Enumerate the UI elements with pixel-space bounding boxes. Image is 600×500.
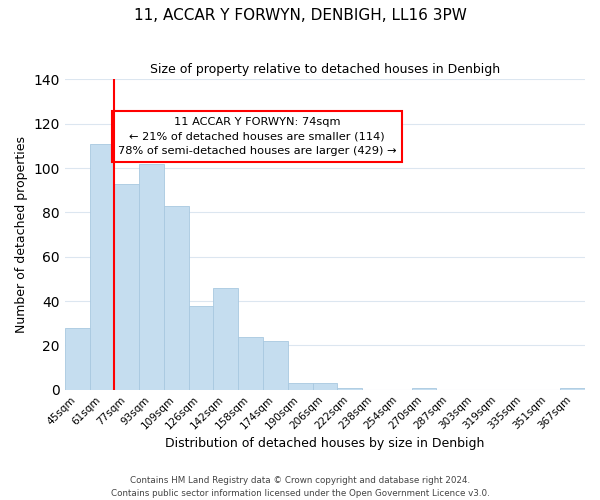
X-axis label: Distribution of detached houses by size in Denbigh: Distribution of detached houses by size …	[165, 437, 485, 450]
Bar	[412, 388, 436, 390]
Bar	[560, 388, 585, 390]
Text: 11 ACCAR Y FORWYN: 74sqm
← 21% of detached houses are smaller (114)
78% of semi-: 11 ACCAR Y FORWYN: 74sqm ← 21% of detach…	[118, 116, 397, 156]
Bar	[288, 383, 313, 390]
Bar	[164, 206, 188, 390]
Bar	[65, 328, 89, 390]
Bar	[188, 306, 214, 390]
Text: 11, ACCAR Y FORWYN, DENBIGH, LL16 3PW: 11, ACCAR Y FORWYN, DENBIGH, LL16 3PW	[134, 8, 466, 22]
Text: Contains HM Land Registry data © Crown copyright and database right 2024.
Contai: Contains HM Land Registry data © Crown c…	[110, 476, 490, 498]
Title: Size of property relative to detached houses in Denbigh: Size of property relative to detached ho…	[150, 62, 500, 76]
Bar	[139, 164, 164, 390]
Bar	[89, 144, 115, 390]
Bar	[313, 383, 337, 390]
Bar	[263, 341, 288, 390]
Bar	[337, 388, 362, 390]
Y-axis label: Number of detached properties: Number of detached properties	[15, 136, 28, 333]
Bar	[238, 336, 263, 390]
Bar	[214, 288, 238, 390]
Bar	[115, 184, 139, 390]
